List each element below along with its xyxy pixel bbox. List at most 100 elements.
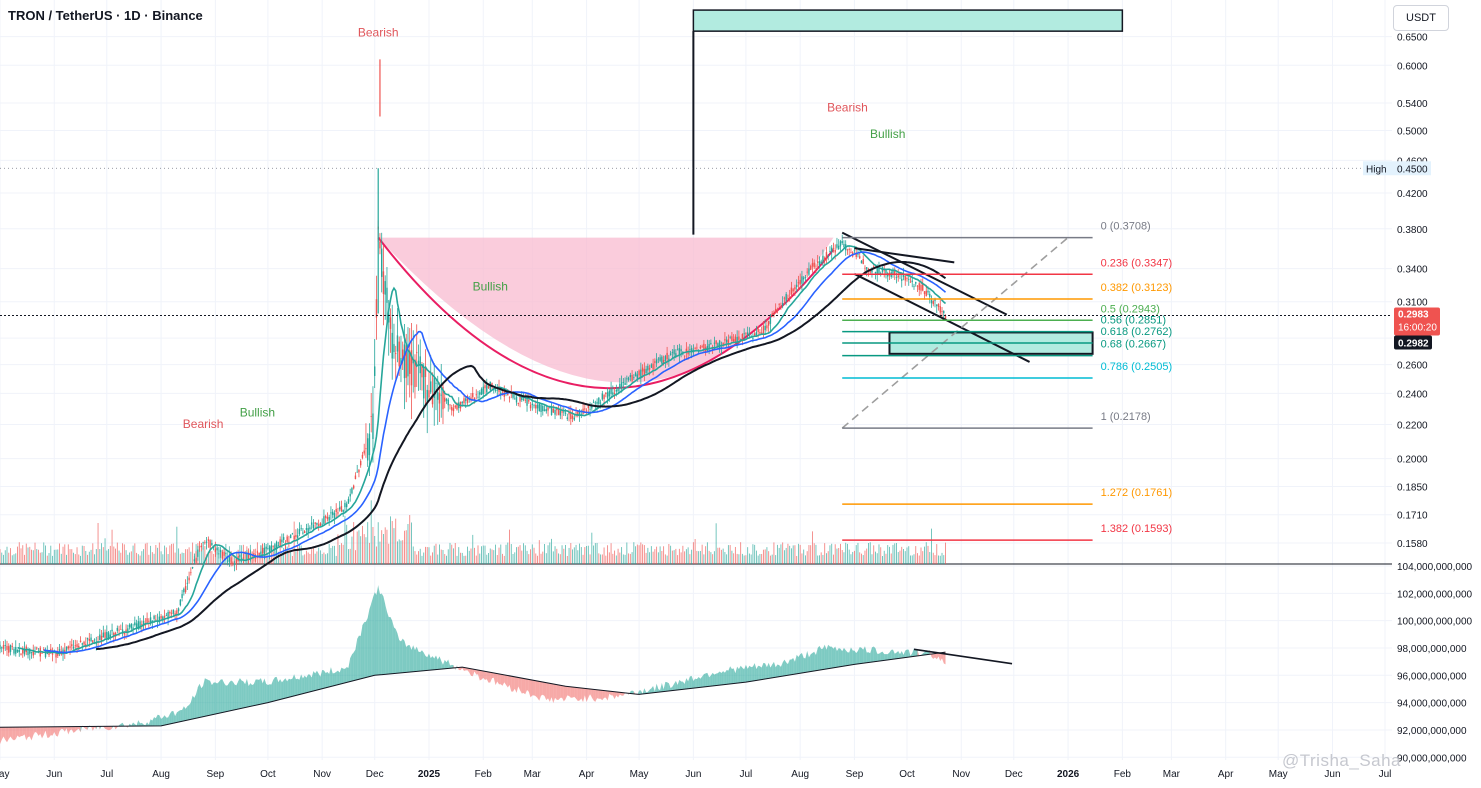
candle-body [198, 546, 201, 548]
osc-area [485, 671, 487, 680]
candle-body [601, 393, 604, 400]
candle-body [239, 554, 241, 558]
candle-body [162, 616, 164, 620]
osc-area [800, 653, 802, 674]
osc-area [267, 684, 270, 703]
osc-area [476, 669, 479, 675]
secondary-badge [1394, 335, 1432, 350]
osc-area [579, 687, 582, 701]
osc-area [73, 726, 76, 733]
osc-area [260, 678, 263, 705]
candle-body [416, 352, 418, 354]
osc-area [351, 652, 354, 682]
candle-body [148, 620, 150, 622]
candle-body [913, 286, 915, 288]
candle-body [256, 551, 259, 553]
candle-body [207, 539, 210, 541]
time-tick-label: Jul [740, 769, 753, 780]
candle-body [540, 404, 542, 412]
candle-body [379, 241, 381, 249]
candle-body [823, 257, 826, 261]
currency-button[interactable]: USDT [1393, 5, 1449, 31]
candle-body [778, 304, 780, 306]
osc-area [430, 656, 433, 671]
candle-body [859, 256, 861, 259]
osc-area [653, 686, 655, 693]
osc-area [852, 650, 855, 665]
osc-area [400, 638, 403, 673]
candle-body [0, 644, 1, 650]
osc-area [346, 667, 349, 683]
candle-body [300, 527, 302, 529]
osc-area [187, 704, 190, 721]
osc-area [854, 650, 857, 665]
osc-area [826, 644, 829, 669]
osc-area [714, 673, 717, 686]
candle-body [258, 552, 260, 556]
osc-area [70, 726, 72, 731]
osc-area [166, 717, 169, 725]
candle-body [296, 535, 299, 539]
candle-body [934, 299, 936, 301]
candle-body [310, 522, 313, 525]
candle-body [88, 638, 90, 641]
osc-area [320, 669, 323, 690]
osc-area [502, 674, 505, 686]
candle-body [944, 315, 947, 320]
osc-area [262, 678, 265, 704]
osc-area [269, 684, 272, 703]
osc-area [460, 667, 463, 671]
candle-body [391, 332, 393, 359]
osc-area [857, 646, 860, 664]
osc-area [514, 676, 517, 693]
osc-area [196, 687, 198, 719]
osc-tick-label: 92,000,000,000 [1397, 726, 1467, 737]
osc-area [742, 667, 745, 683]
osc-area [518, 677, 521, 691]
osc-area [751, 666, 753, 682]
osc-area [425, 655, 428, 671]
osc-area [381, 593, 384, 675]
candle-body [710, 343, 712, 345]
osc-area [5, 727, 8, 743]
osc-area [309, 674, 312, 692]
osc-area [759, 666, 762, 680]
candle-body [479, 392, 481, 395]
osc-area [138, 720, 141, 727]
osc-area [358, 635, 361, 680]
osc-area [464, 667, 466, 671]
osc-area [856, 650, 858, 665]
pattern-label: Bullish [870, 127, 905, 141]
osc-area [22, 727, 25, 736]
osc-area [913, 648, 916, 657]
osc-area [768, 662, 771, 679]
candle-body [626, 378, 628, 380]
osc-area [504, 674, 507, 685]
osc-area [724, 669, 727, 685]
osc-area [478, 670, 480, 681]
candle-body [18, 649, 20, 653]
candle-body [557, 409, 560, 415]
osc-area [817, 645, 820, 671]
osc-area [770, 664, 773, 679]
candle-body [384, 281, 386, 295]
candle-body [694, 348, 696, 350]
osc-tick-label: 94,000,000,000 [1397, 699, 1467, 710]
osc-area [691, 675, 694, 689]
candle-body [475, 394, 477, 396]
candle-body [486, 384, 488, 393]
osc-area [14, 727, 16, 741]
osc-area [77, 726, 79, 730]
osc-area [709, 675, 711, 687]
candle-body [753, 333, 756, 337]
osc-area [61, 726, 64, 730]
candle-body [568, 411, 570, 415]
osc-area [306, 674, 309, 693]
osc-area [935, 653, 937, 660]
osc-area [611, 691, 613, 696]
candle-body [549, 407, 551, 409]
osc-area [350, 654, 352, 682]
osc-area [576, 687, 578, 702]
candle-body [673, 349, 675, 355]
